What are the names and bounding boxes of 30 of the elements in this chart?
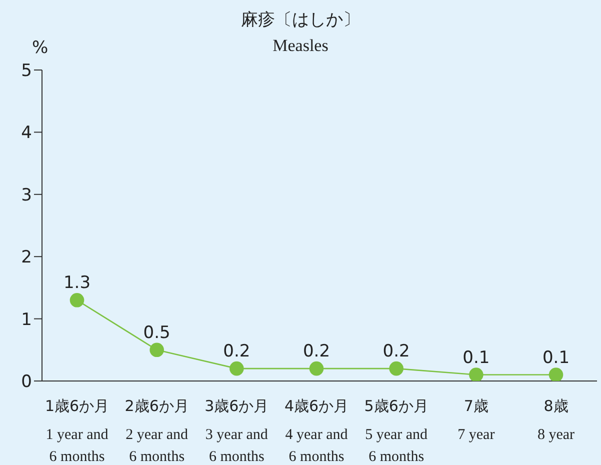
y-tick-label: 4 [21,123,32,144]
point [469,368,484,381]
point [548,368,564,381]
y-axis-title: % [32,38,48,58]
point [309,361,324,376]
x-tick-label: 5歳6か月 5 year and 6 months [364,397,428,465]
data-label: 0.1 [542,348,570,368]
data-label: 0.5 [143,322,170,343]
y-tick-label: 1 [21,310,32,330]
point [70,292,84,308]
x-tick-label: 2歳6か月 2 year and 6 months [124,397,189,465]
chart-title: 麻疹〔はしか〕 [240,9,361,31]
x-tick-label: 3歳6か月 3 year and 6 months [204,397,269,465]
y-tick-label: 0 [21,372,32,392]
data-label: 1.3 [63,273,91,294]
x-tick-label: 8歳 8 year [537,397,575,443]
y-tick-label: 5 [21,61,32,82]
data-label: 0.2 [223,342,250,362]
y-tick-label: 2 [21,248,32,268]
x-tick-label: 4歳6か月 4 year and 6 months [284,397,349,465]
x-tick-label: 7歳 7 year [458,397,495,443]
y-tick-label: 3 [21,185,32,206]
data-label: 0.2 [302,342,330,362]
chart-subtitle: Measles [272,36,328,55]
x-tick-label: 1歳6か月 1 year and 6 months [44,397,110,465]
point [150,342,164,358]
data-label: 0.1 [462,348,490,368]
point [230,361,244,376]
data-label: 0.2 [382,342,410,362]
point [389,361,404,376]
